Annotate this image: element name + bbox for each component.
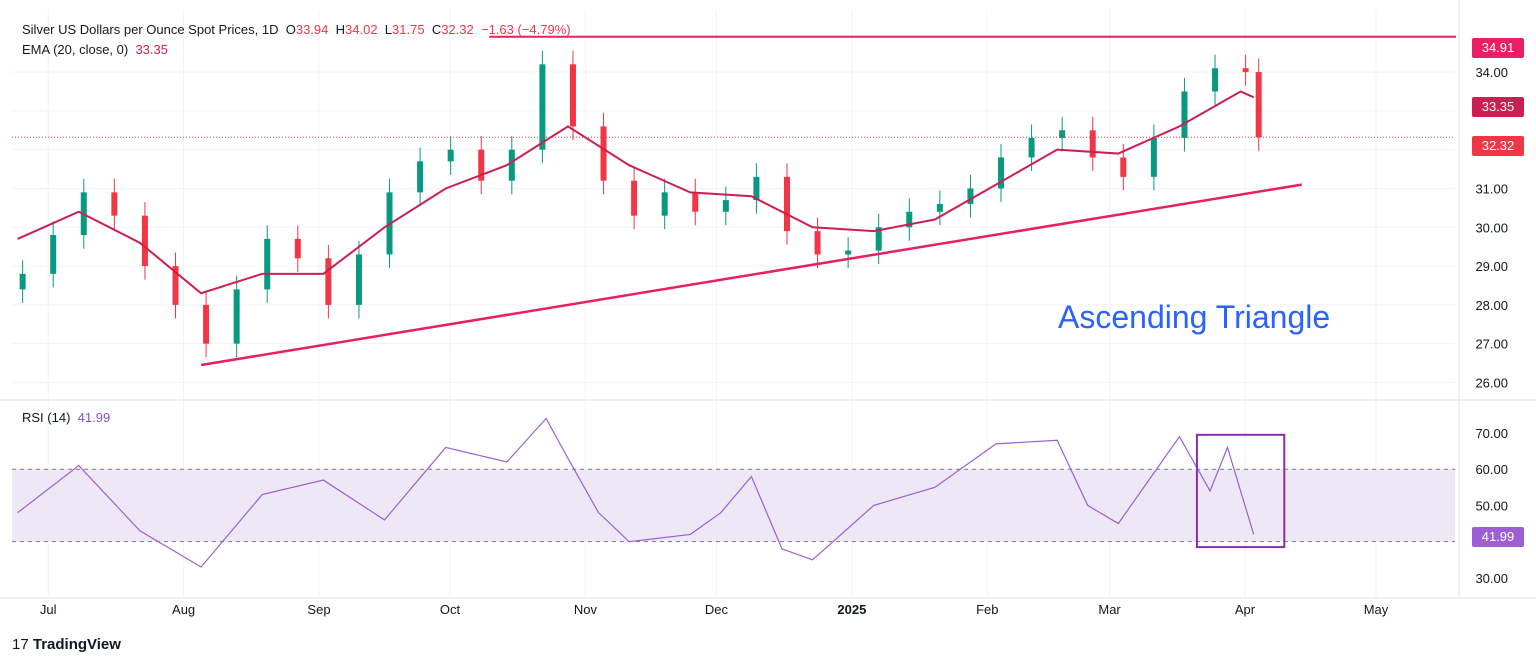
candle-body: [998, 157, 1005, 189]
ema-price-tag: 33.35: [1472, 97, 1524, 117]
candle-body: [875, 227, 882, 251]
time-tick-label: Dec: [705, 602, 729, 617]
candle-body: [967, 188, 974, 204]
candle-body: [1242, 68, 1249, 73]
candle-body: [722, 200, 729, 212]
tradingview-brand[interactable]: 17 TradingView: [12, 636, 121, 653]
change-value: −1.63 (−4.79%): [480, 22, 571, 37]
open-value: 33.94: [295, 22, 329, 37]
candle-body: [264, 238, 271, 290]
rsi-label: RSI (14): [22, 410, 71, 425]
rsi-band: [12, 469, 1455, 542]
candle-body: [631, 180, 638, 216]
ema-value: 33.35: [135, 42, 168, 57]
rsi-tick-label: 50.00: [1475, 498, 1508, 513]
rsi-legend: RSI (14) 41.99: [22, 410, 110, 425]
high-value: 34.02: [345, 22, 378, 37]
rsi-tick-label: 30.00: [1475, 571, 1508, 586]
candle-body: [1150, 138, 1157, 177]
pattern-annotation: Ascending Triangle: [1058, 299, 1331, 335]
candle-body: [508, 149, 515, 181]
price-tick-label: 34.00: [1475, 65, 1508, 80]
symbol-legend: Silver US Dollars per Ounce Spot Prices,…: [22, 22, 571, 37]
candle-body: [753, 176, 760, 201]
candle-body: [1181, 91, 1188, 139]
resistance-price-tag: 34.91: [1472, 38, 1524, 58]
ema-legend: EMA (20, close, 0) 33.35: [22, 42, 168, 57]
candle-body: [325, 258, 332, 305]
candle-body: [50, 235, 57, 274]
candle-body: [845, 250, 852, 255]
time-tick-label: Oct: [440, 602, 461, 617]
candle-body: [478, 149, 485, 181]
candle-body: [936, 204, 943, 212]
time-tick-label: Mar: [1098, 602, 1121, 617]
candle-body: [783, 176, 790, 232]
low-value: 31.75: [392, 22, 425, 37]
candle-body: [600, 126, 607, 181]
candle-body: [569, 64, 576, 127]
last-price-tag: 32.32: [1472, 136, 1524, 156]
candle-body: [1059, 130, 1066, 139]
close-value: 32.32: [441, 22, 474, 37]
price-tick-label: 29.00: [1475, 259, 1508, 274]
candle-body: [906, 211, 913, 228]
candle-body: [203, 304, 210, 344]
candle-body: [1089, 130, 1096, 158]
price-tick-label: 27.00: [1475, 337, 1508, 352]
time-tick-label: Aug: [172, 602, 195, 617]
rsi-value: 41.99: [77, 410, 111, 425]
candle-body: [539, 64, 546, 150]
price-tick-label: 26.00: [1475, 375, 1508, 390]
tradingview-logo-icon: 17: [12, 636, 29, 653]
rsi-highlight-box: [1195, 433, 1286, 549]
time-tick-label: Nov: [574, 602, 598, 617]
price-tick-label: 31.00: [1475, 181, 1508, 196]
candle-body: [172, 266, 179, 305]
candle-body: [814, 231, 821, 255]
candle-body: [355, 254, 362, 305]
candle-body: [1212, 68, 1219, 92]
candle-body: [692, 192, 699, 212]
time-tick-label: 2025: [837, 602, 866, 617]
time-tick-label: Feb: [976, 602, 998, 617]
candle-body: [1255, 72, 1262, 138]
candle-body: [1120, 157, 1127, 177]
candle-body: [294, 238, 301, 259]
time-tick-label: May: [1364, 602, 1389, 617]
candle-body: [141, 215, 148, 267]
symbol-title: Silver US Dollars per Ounce Spot Prices,…: [22, 22, 279, 37]
price-tick-label: 28.00: [1475, 298, 1508, 313]
rsi-tick-label: 70.00: [1475, 426, 1508, 441]
candle-body: [19, 273, 26, 290]
time-tick-label: Jul: [40, 602, 57, 617]
brand-name: TradingView: [32, 636, 121, 653]
price-tick-label: 30.00: [1475, 220, 1508, 235]
candle-body: [1028, 138, 1035, 158]
time-tick-label: Apr: [1235, 602, 1256, 617]
ema-label: EMA (20, close, 0): [22, 42, 129, 57]
rsi-tick-label: 60.00: [1475, 462, 1508, 477]
candle-body: [417, 161, 424, 193]
time-tick-label: Sep: [307, 602, 330, 617]
candle-body: [661, 192, 668, 216]
candle-body: [447, 149, 454, 162]
candle-body: [233, 289, 240, 344]
ema-line: [17, 90, 1255, 295]
support-trendline: [200, 183, 1302, 367]
rsi-line: [17, 417, 1255, 568]
rsi-value-tag: 41.99: [1472, 527, 1524, 547]
candle-body: [111, 192, 118, 216]
